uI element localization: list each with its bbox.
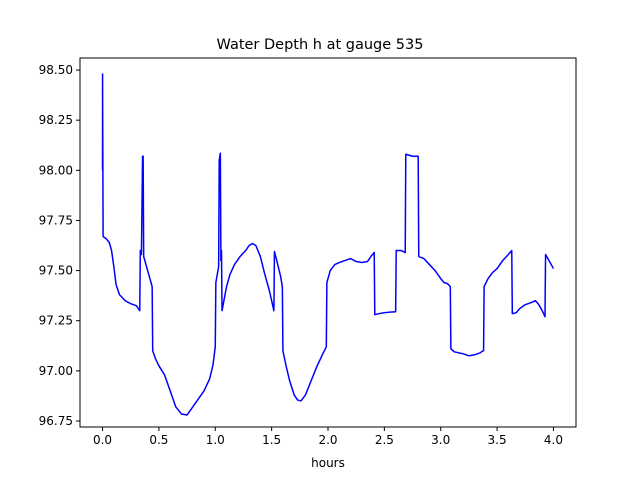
x-tick-label: 0.5: [149, 433, 168, 447]
y-tick-label: 98.00: [39, 163, 73, 177]
x-axis-label: hours: [311, 456, 345, 470]
x-tick-label: 3.0: [431, 433, 450, 447]
x-tick-label: 2.0: [318, 433, 337, 447]
x-axis-ticks: 0.0 0.5 1.0 1.5 2.0 2.5 3.0 3.5 4.0: [93, 427, 563, 447]
x-tick-label: 2.5: [375, 433, 394, 447]
y-axis-ticks: 96.75 97.00 97.25 97.50 97.75 98.00 98.25 98.50: [39, 63, 80, 428]
y-tick-label: 97.50: [39, 264, 73, 278]
y-tick-label: 97.00: [39, 364, 73, 378]
y-tick-label: 97.75: [39, 213, 73, 227]
series-line-1: [101, 73, 555, 416]
x-tick-label: 3.5: [488, 433, 507, 447]
chart-title: Water Depth h at gauge 535: [217, 37, 424, 53]
x-tick-label: 4.0: [544, 433, 563, 447]
y-tick-label: 98.50: [39, 63, 73, 77]
y-tick-label: 97.25: [39, 314, 73, 328]
x-tick-label: 1.0: [206, 433, 225, 447]
x-tick-label: 1.5: [262, 433, 281, 447]
x-tick-label: 0.0: [93, 433, 112, 447]
y-tick-label: 98.25: [39, 113, 73, 127]
plot-area: [79, 57, 577, 428]
y-tick-label: 96.75: [39, 414, 73, 428]
plot-frame: [79, 57, 577, 428]
